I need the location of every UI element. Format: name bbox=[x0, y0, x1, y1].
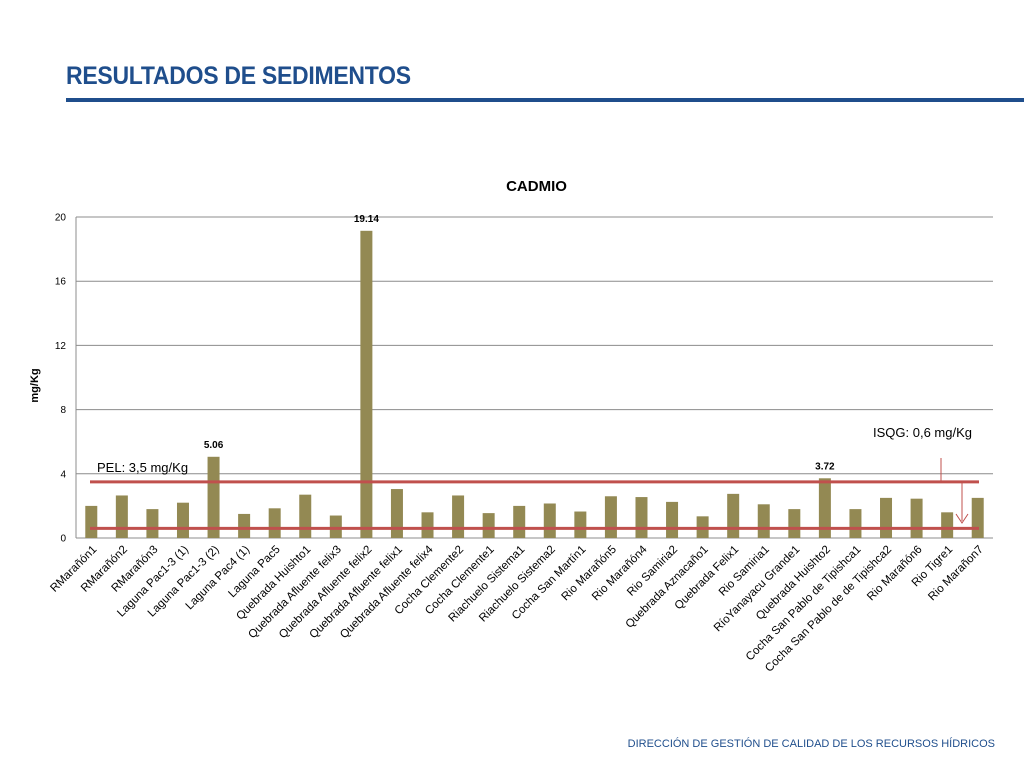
bar bbox=[146, 509, 159, 538]
bar bbox=[360, 230, 373, 539]
bar bbox=[971, 497, 984, 538]
bar bbox=[910, 498, 923, 538]
title-divider bbox=[66, 98, 1024, 102]
bar bbox=[880, 497, 893, 538]
y-tick-label: 12 bbox=[55, 341, 67, 352]
bar bbox=[238, 513, 251, 538]
bar bbox=[604, 496, 617, 538]
pel-threshold-label: PEL: 3,5 mg/Kg bbox=[97, 460, 188, 475]
y-tick-label: 8 bbox=[60, 405, 66, 416]
bar bbox=[757, 504, 770, 538]
bar bbox=[818, 478, 831, 538]
y-axis-label: mg/Kg bbox=[29, 368, 41, 402]
bar bbox=[788, 509, 801, 538]
bar bbox=[115, 495, 128, 538]
bar bbox=[666, 501, 679, 538]
data-label: 3.72 bbox=[815, 461, 835, 472]
bar bbox=[329, 515, 342, 538]
data-label: 5.06 bbox=[204, 440, 224, 451]
bar bbox=[85, 505, 98, 538]
y-tick-label: 20 bbox=[55, 213, 67, 224]
chart-title: CADMIO bbox=[506, 178, 567, 195]
bar bbox=[513, 505, 526, 538]
footer-text: DIRECCIÓN DE GESTIÓN DE CALIDAD DE LOS R… bbox=[627, 738, 995, 750]
bar bbox=[452, 495, 465, 538]
bar bbox=[849, 509, 862, 538]
bar bbox=[635, 497, 648, 538]
bar bbox=[421, 512, 434, 538]
data-label: 19.14 bbox=[354, 214, 379, 225]
bar bbox=[299, 494, 312, 538]
arrow-head-icon bbox=[955, 513, 969, 524]
bar bbox=[727, 493, 740, 538]
bar bbox=[941, 512, 954, 538]
y-tick-label: 4 bbox=[60, 469, 66, 480]
bar bbox=[543, 503, 556, 538]
bar bbox=[207, 456, 220, 538]
page-title: RESULTADOS DE SEDIMENTOS bbox=[66, 62, 411, 90]
bar bbox=[574, 511, 587, 538]
y-tick-label: 16 bbox=[55, 277, 67, 288]
bar bbox=[482, 513, 495, 538]
y-tick-label: 0 bbox=[60, 534, 66, 545]
isqg-threshold-label: ISQG: 0,6 mg/Kg bbox=[873, 425, 972, 440]
bar bbox=[390, 489, 403, 538]
bar bbox=[268, 508, 281, 538]
bar bbox=[176, 502, 189, 538]
x-category-label: Rio Marañon7 bbox=[926, 544, 986, 604]
